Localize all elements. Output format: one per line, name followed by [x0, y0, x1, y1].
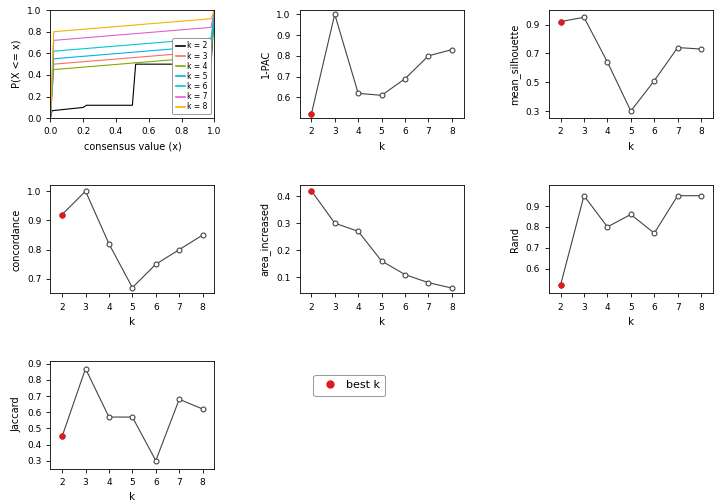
Y-axis label: Rand: Rand — [510, 227, 520, 252]
Y-axis label: mean_silhouette: mean_silhouette — [509, 24, 520, 105]
X-axis label: consensus value (x): consensus value (x) — [84, 142, 181, 152]
X-axis label: k: k — [130, 492, 135, 502]
Y-axis label: 1-PAC: 1-PAC — [261, 50, 271, 78]
Legend: best k: best k — [313, 375, 385, 396]
Y-axis label: P(X <= x): P(X <= x) — [12, 40, 22, 88]
X-axis label: k: k — [130, 317, 135, 327]
Legend: k = 2, k = 3, k = 4, k = 5, k = 6, k = 7, k = 8: k = 2, k = 3, k = 4, k = 5, k = 6, k = 7… — [173, 38, 210, 114]
X-axis label: k: k — [628, 317, 634, 327]
X-axis label: k: k — [628, 142, 634, 152]
Y-axis label: concordance: concordance — [12, 208, 22, 271]
X-axis label: k: k — [379, 142, 384, 152]
Y-axis label: Jaccard: Jaccard — [12, 397, 22, 432]
Y-axis label: area_increased: area_increased — [260, 203, 271, 276]
X-axis label: k: k — [379, 317, 384, 327]
